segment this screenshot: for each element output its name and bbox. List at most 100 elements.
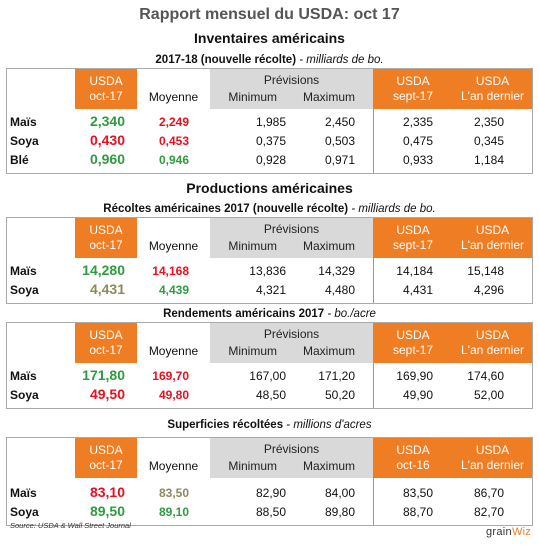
productions-heading: Productions américaines <box>186 180 353 196</box>
last-year-value: 86,70 <box>473 486 504 500</box>
table-body: Maïs 14,280 14,168 13,836 14,329 14,184 15,148… <box>7 258 532 303</box>
header-last-year: USDA L'an dernier <box>453 218 532 258</box>
header-usda-line2: oct-17 <box>89 89 123 103</box>
subtitle-unit: - millions d'acres <box>283 419 372 431</box>
maximum-value: 4,480 <box>324 283 355 297</box>
source-note: Source: USDA & Wall Street Journal <box>10 521 131 530</box>
header-maximum: Maximum <box>302 344 355 358</box>
header-average: Moyenne <box>137 218 210 258</box>
usda-previous-value: 4,431 <box>402 283 433 297</box>
header-usda-line1: USDA <box>89 223 123 237</box>
maximum-value: 50,20 <box>324 388 355 402</box>
maximum-value: 89,80 <box>324 505 355 519</box>
header-usda-line1: USDA <box>89 328 123 342</box>
logo-text-a: grain <box>486 526 512 538</box>
column-divider <box>373 478 374 525</box>
header-usda-line2: oct-17 <box>89 238 123 252</box>
header-average: Moyenne <box>137 323 210 363</box>
header-usda-current: USDA oct-17 <box>75 323 137 363</box>
row-label: Maïs <box>10 115 37 129</box>
header-last-year-line2: L'an dernier <box>461 458 524 472</box>
average-value: 0,946 <box>158 153 189 167</box>
usda-previous-value: 0,475 <box>402 134 433 148</box>
row-label: Soya <box>10 283 39 297</box>
header-last-year-line1: USDA <box>475 74 510 88</box>
inventories-subtitle: 2017-18 (nouvelle récolte) - milliards d… <box>0 54 539 66</box>
row-label: Maïs <box>10 486 37 500</box>
header-usda-previous: USDA sept-17 <box>373 218 453 258</box>
header-last-year-line1: USDA <box>475 443 510 457</box>
row-label: Blé <box>10 153 29 167</box>
header-last-year-line1: USDA <box>475 328 510 342</box>
average-value: 14,168 <box>152 264 189 278</box>
header-last-year-line2: L'an dernier <box>461 343 524 357</box>
header-forecasts-label: Prévisions <box>263 327 320 341</box>
last-year-value: 0,345 <box>473 134 504 148</box>
header-minimum: Minimum <box>228 459 277 473</box>
header-last-year-line2: L'an dernier <box>461 89 524 103</box>
usda-value: 2,340 <box>89 113 125 129</box>
header-minimum: Minimum <box>228 239 277 253</box>
subtitle-main: Rendements américains 2017 <box>163 308 325 320</box>
usda-previous-value: 2,335 <box>402 115 433 129</box>
column-divider <box>373 258 374 303</box>
report-title: Rapport mensuel du USDA: oct 17 <box>139 6 400 23</box>
row-label: Soya <box>10 388 39 402</box>
table-header: USDA oct-17 Moyenne Prévisions Minimum Maximu… <box>7 323 532 363</box>
table-row: Soya 49,50 49,80 48,50 50,20 49,90 52,00 <box>7 386 532 405</box>
usda-value: 171,80 <box>82 367 125 383</box>
average-value: 169,70 <box>152 369 189 383</box>
header-forecasts: Prévisions Minimum Maximum <box>210 218 373 258</box>
usda-value: 4,431 <box>89 281 125 297</box>
header-usda-previous: USDA sept-17 <box>373 323 453 363</box>
inventories-heading: Inventaires américains <box>194 30 345 46</box>
minimum-value: 4,321 <box>255 283 286 297</box>
last-year-value: 82,70 <box>473 505 504 519</box>
header-forecasts-label: Prévisions <box>263 222 320 236</box>
header-prev-line1: USDA <box>396 223 430 237</box>
header-last-year: USDA L'an dernier <box>453 323 532 363</box>
header-usda-current: USDA oct-17 <box>75 218 137 258</box>
header-average: Moyenne <box>137 69 210 109</box>
header-prev-line2: sept-17 <box>392 89 434 103</box>
header-prev-line2: sept-17 <box>392 238 434 252</box>
usda-value: 89,50 <box>89 503 125 519</box>
header-maximum: Maximum <box>302 459 355 473</box>
usda-value: 83,10 <box>89 484 125 500</box>
area-subtitle: Superficies récoltées - millions d'acres <box>0 419 539 431</box>
header-forecasts-label: Prévisions <box>263 442 320 456</box>
maximum-value: 171,20 <box>318 369 355 383</box>
average-value: 2,249 <box>158 115 189 129</box>
logo-text-b: Wiz <box>511 526 532 538</box>
maximum-value: 0,503 <box>324 134 355 148</box>
header-average-label: Moyenne <box>148 344 199 358</box>
maximum-value: 14,329 <box>318 264 355 278</box>
column-divider <box>373 109 374 173</box>
table-row: Maïs 83,10 83,50 82,90 84,00 83,50 86,70 <box>7 484 532 503</box>
last-year-value: 52,00 <box>473 388 504 402</box>
header-average: Moyenne <box>137 438 210 478</box>
usda-previous-value: 169,90 <box>396 369 433 383</box>
harvest-table: USDA oct-17 Moyenne Prévisions Minimum Maximu… <box>6 217 533 304</box>
table-row: Soya 4,431 4,439 4,321 4,480 4,431 4,296 <box>7 281 532 300</box>
row-label: Maïs <box>10 369 37 383</box>
header-minimum: Minimum <box>228 344 277 358</box>
subtitle-main: 2017-18 (nouvelle récolte) <box>155 54 297 66</box>
table-body: Maïs 83,10 83,50 82,90 84,00 83,50 86,70 Soya 89… <box>7 478 532 525</box>
header-last-year: USDA L'an dernier <box>453 438 532 478</box>
header-forecasts: Prévisions Minimum Maximum <box>210 69 373 109</box>
minimum-value: 48,50 <box>255 388 286 402</box>
usda-value: 49,50 <box>89 386 125 402</box>
average-value: 4,439 <box>158 283 189 297</box>
maximum-value: 0,971 <box>324 153 355 167</box>
minimum-value: 1,985 <box>255 115 286 129</box>
header-usda-line1: USDA <box>89 443 123 457</box>
header-maximum: Maximum <box>302 90 355 104</box>
minimum-value: 13,836 <box>249 264 286 278</box>
header-minimum: Minimum <box>228 90 277 104</box>
header-prev-line1: USDA <box>396 74 430 88</box>
last-year-value: 4,296 <box>473 283 504 297</box>
header-usda-line1: USDA <box>89 74 123 88</box>
inventories-table: USDA oct-17 Moyenne Prévisions Minimum Maximu… <box>6 68 533 174</box>
header-average-label: Moyenne <box>148 459 199 473</box>
